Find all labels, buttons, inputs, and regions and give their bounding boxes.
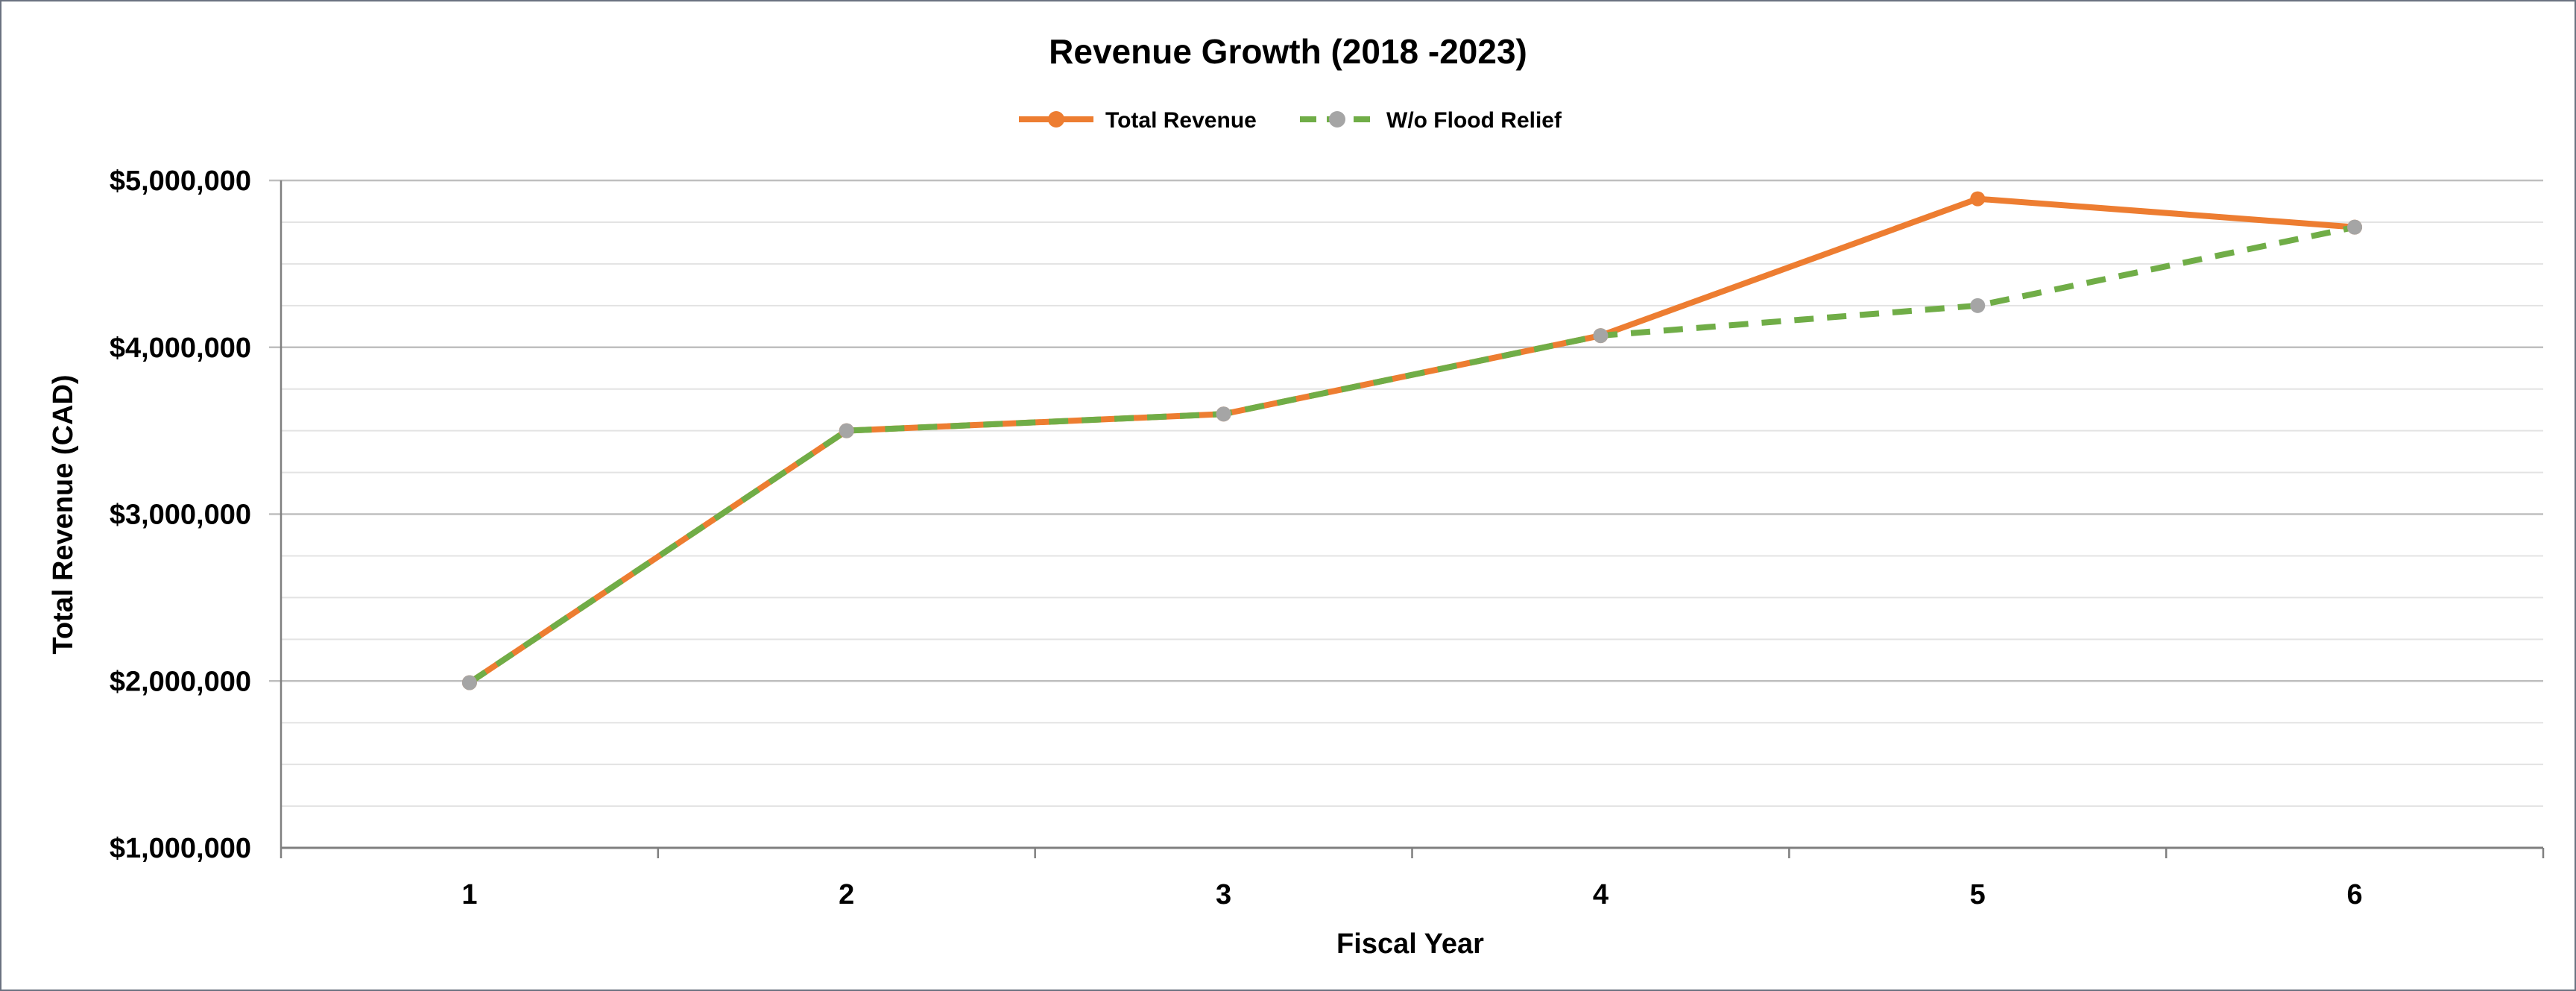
data-point-wo-flood-relief: [461, 675, 477, 690]
y-tick-label: $1,000,000: [110, 833, 251, 864]
y-tick-label: $3,000,000: [110, 500, 251, 531]
data-point-wo-flood-relief: [1216, 406, 1231, 422]
y-tick-label: $5,000,000: [110, 166, 251, 197]
y-tick-label: $4,000,000: [110, 333, 251, 364]
x-tick-label: 4: [1593, 879, 1609, 910]
data-point-wo-flood-relief: [1970, 298, 1986, 313]
x-tick-label: 3: [1216, 879, 1231, 910]
legend-label-wo-flood-relief: W/o Flood Relief: [1386, 108, 1562, 133]
axes: [280, 180, 2545, 858]
x-axis-title: Fiscal Year: [1336, 928, 1484, 960]
x-tick-label: 2: [839, 879, 854, 910]
data-point-wo-flood-relief: [839, 423, 854, 438]
y-axis-tick-labels: $1,000,000 $2,000,000 $3,000,000 $4,000,000…: [110, 166, 251, 864]
data-point-wo-flood-relief: [2347, 219, 2363, 235]
legend: Total Revenue W/o Flood Relief: [1019, 108, 1562, 133]
x-tick-label: 5: [1970, 879, 1986, 910]
data-point-wo-flood-relief: [1593, 328, 1609, 344]
x-axis-tick-labels: 1 2 3 4 5 6: [461, 879, 2362, 910]
series-layer: [461, 191, 2363, 690]
legend-swatch-marker: [1048, 111, 1064, 128]
series-line-total-revenue: [466, 195, 2358, 686]
chart-title: Revenue Growth (2018 -2023): [1049, 32, 1527, 71]
legend-swatch-marker: [1329, 111, 1345, 128]
y-tick-label: $2,000,000: [110, 666, 251, 697]
data-point-total-revenue: [1970, 191, 1986, 207]
y-axis-title: Total Revenue (CAD): [48, 374, 79, 654]
major-gridlines: [269, 179, 2543, 682]
legend-label-total-revenue: Total Revenue: [1105, 108, 1257, 133]
x-tick-label: 6: [2347, 879, 2363, 910]
series-line-wo-flood-relief: [467, 224, 2355, 685]
x-tick-label: 1: [461, 879, 477, 910]
